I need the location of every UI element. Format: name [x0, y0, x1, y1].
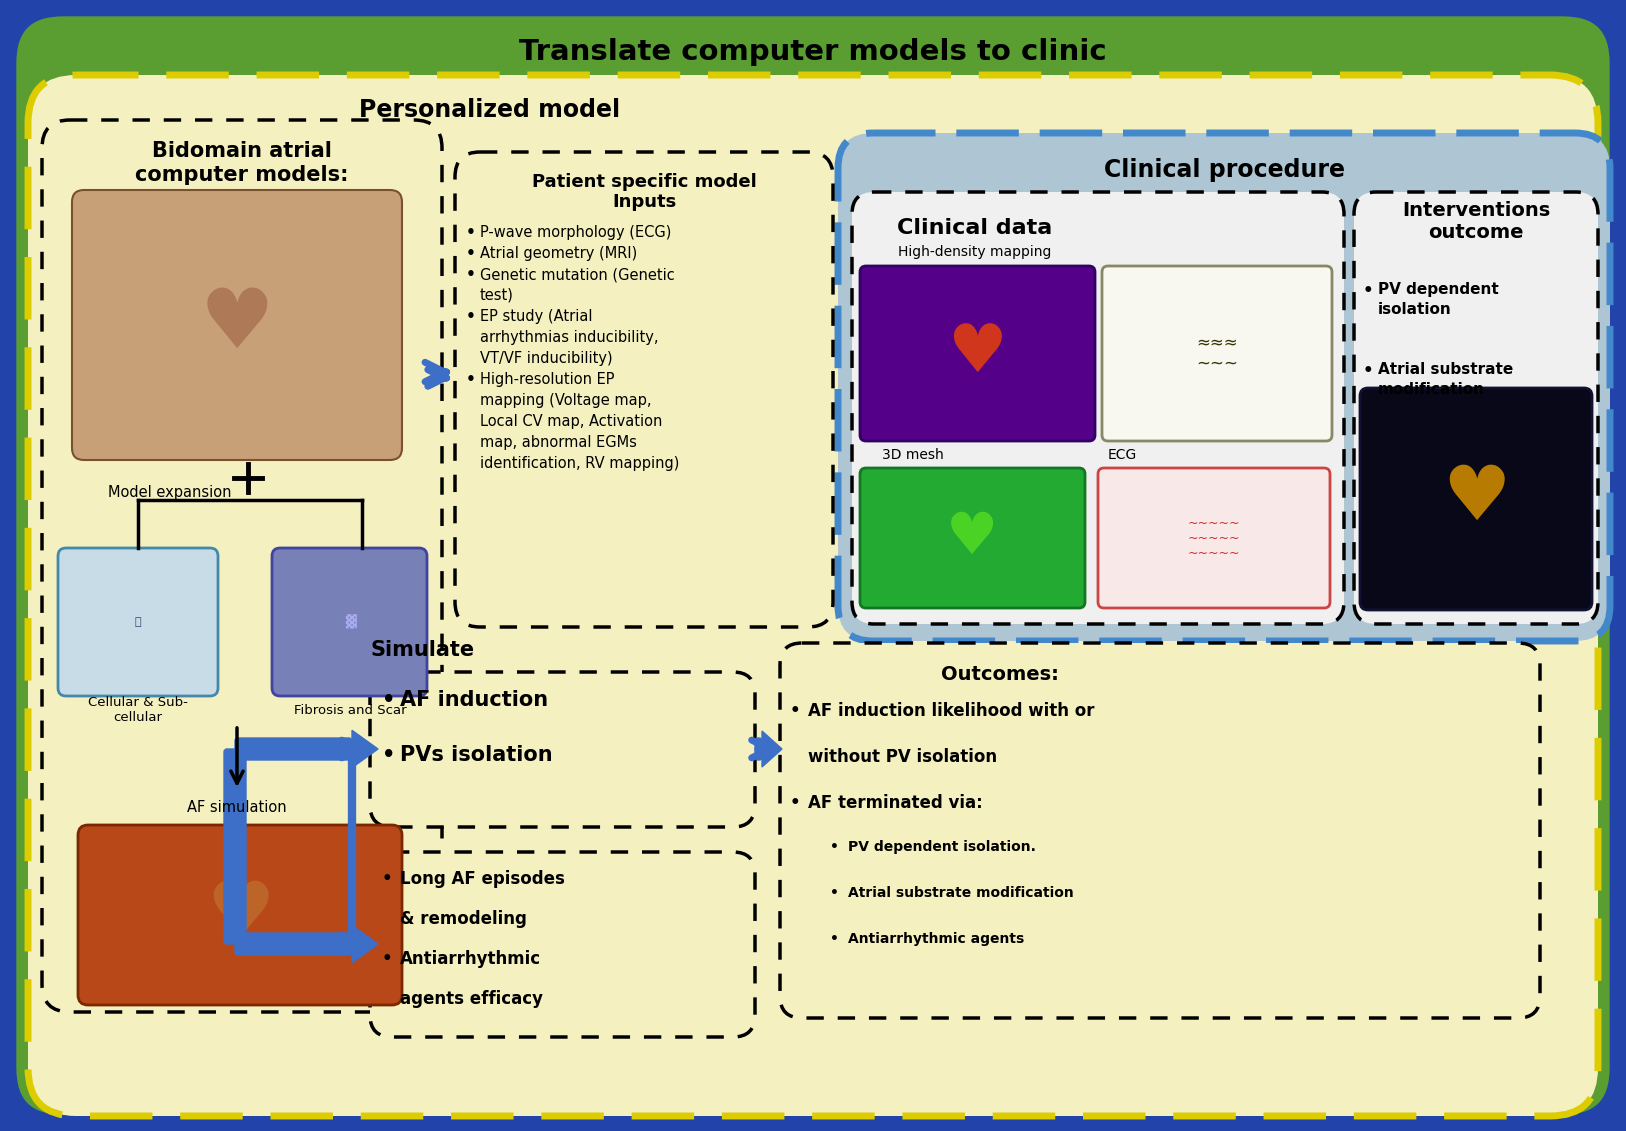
FancyBboxPatch shape	[28, 75, 1598, 1116]
Text: •: •	[467, 225, 476, 240]
FancyBboxPatch shape	[1098, 468, 1330, 608]
Text: Interventions
outcome: Interventions outcome	[1402, 201, 1550, 242]
Text: High-density mapping: High-density mapping	[898, 245, 1052, 259]
Text: •: •	[829, 840, 839, 854]
Text: PV dependent
isolation: PV dependent isolation	[1377, 282, 1499, 317]
FancyBboxPatch shape	[455, 152, 833, 627]
FancyBboxPatch shape	[754, 739, 763, 760]
Text: Atrial substrate
modification: Atrial substrate modification	[1377, 362, 1514, 397]
FancyBboxPatch shape	[1354, 192, 1598, 624]
Text: arrhythmias inducibility,: arrhythmias inducibility,	[480, 330, 659, 345]
Text: ♥: ♥	[946, 509, 998, 567]
Polygon shape	[763, 731, 782, 767]
Text: Long AF episodes: Long AF episodes	[400, 870, 564, 888]
Text: ♥: ♥	[946, 320, 1006, 386]
Text: Personalized model: Personalized model	[359, 98, 621, 122]
FancyBboxPatch shape	[780, 644, 1540, 1018]
Text: Antiarrhythmic agents: Antiarrhythmic agents	[849, 932, 1024, 946]
Text: Patient specific model
Inputs: Patient specific model Inputs	[532, 173, 756, 211]
FancyBboxPatch shape	[236, 739, 351, 760]
Text: •: •	[382, 950, 392, 968]
FancyBboxPatch shape	[837, 133, 1610, 641]
FancyBboxPatch shape	[1359, 388, 1592, 610]
Text: PVs isolation: PVs isolation	[400, 745, 553, 765]
Text: Local CV map, Activation: Local CV map, Activation	[480, 414, 662, 429]
FancyBboxPatch shape	[8, 8, 1618, 1123]
Text: Atrial geometry (MRI): Atrial geometry (MRI)	[480, 247, 637, 261]
FancyBboxPatch shape	[236, 933, 351, 955]
Text: PV dependent isolation.: PV dependent isolation.	[849, 840, 1036, 854]
Text: •: •	[467, 247, 476, 261]
Text: Fibrosis and Scar: Fibrosis and Scar	[294, 703, 406, 717]
Text: ♥: ♥	[207, 878, 275, 952]
Text: AF induction likelihood with or: AF induction likelihood with or	[808, 702, 1094, 720]
FancyBboxPatch shape	[42, 120, 442, 1012]
FancyBboxPatch shape	[59, 549, 218, 696]
Polygon shape	[351, 731, 377, 768]
Text: AF induction: AF induction	[400, 690, 548, 710]
Text: •: •	[1363, 282, 1374, 300]
Text: ECG: ECG	[1107, 448, 1137, 461]
FancyBboxPatch shape	[224, 749, 246, 944]
Text: ⬜: ⬜	[135, 618, 141, 627]
Text: •: •	[467, 267, 476, 282]
Text: without PV isolation: without PV isolation	[808, 748, 997, 766]
Text: •: •	[790, 702, 800, 720]
Text: identification, RV mapping): identification, RV mapping)	[480, 456, 680, 470]
FancyBboxPatch shape	[860, 266, 1094, 441]
FancyBboxPatch shape	[860, 468, 1085, 608]
Text: •: •	[467, 309, 476, 323]
FancyBboxPatch shape	[852, 192, 1345, 624]
Text: VT/VF inducibility): VT/VF inducibility)	[480, 351, 613, 366]
Text: AF simulation: AF simulation	[187, 801, 286, 815]
Text: Clinical data: Clinical data	[898, 218, 1052, 238]
Text: ≈≈≈
~~~: ≈≈≈ ~~~	[1197, 334, 1237, 372]
Text: •: •	[790, 794, 800, 812]
FancyBboxPatch shape	[371, 852, 754, 1037]
Text: Simulate: Simulate	[371, 640, 475, 661]
Text: mapping (Voltage map,: mapping (Voltage map,	[480, 392, 652, 408]
Text: ▓: ▓	[345, 615, 356, 629]
Polygon shape	[351, 925, 377, 962]
FancyBboxPatch shape	[1102, 266, 1332, 441]
Text: Antiarrhythmic: Antiarrhythmic	[400, 950, 541, 968]
Text: Cellular & Sub-
cellular: Cellular & Sub- cellular	[88, 696, 189, 724]
Text: •: •	[829, 932, 839, 946]
Text: map, abnormal EGMs: map, abnormal EGMs	[480, 435, 637, 450]
Text: Translate computer models to clinic: Translate computer models to clinic	[519, 38, 1107, 66]
FancyBboxPatch shape	[72, 190, 402, 460]
FancyBboxPatch shape	[272, 549, 428, 696]
Text: ♥: ♥	[1442, 461, 1511, 536]
Text: Model expansion: Model expansion	[107, 484, 231, 500]
Text: EP study (Atrial: EP study (Atrial	[480, 309, 592, 323]
Text: ~~~~~
~~~~~
~~~~~: ~~~~~ ~~~~~ ~~~~~	[1187, 517, 1241, 560]
Text: High-resolution EP: High-resolution EP	[480, 372, 615, 387]
Text: agents efficacy: agents efficacy	[400, 990, 543, 1008]
Text: Clinical procedure: Clinical procedure	[1104, 158, 1345, 182]
Text: P-wave morphology (ECG): P-wave morphology (ECG)	[480, 225, 672, 240]
Text: & remodeling: & remodeling	[400, 910, 527, 929]
Text: Atrial substrate modification: Atrial substrate modification	[849, 886, 1073, 900]
Text: ♥: ♥	[200, 285, 275, 365]
Text: Bidomain atrial
computer models:: Bidomain atrial computer models:	[135, 141, 348, 184]
Text: •: •	[1363, 362, 1374, 380]
Text: •: •	[382, 745, 395, 765]
Text: 3D mesh: 3D mesh	[881, 448, 943, 461]
Text: •: •	[467, 372, 476, 387]
Text: •: •	[382, 870, 392, 888]
Text: •: •	[382, 690, 395, 710]
Text: test): test)	[480, 288, 514, 303]
Text: Genetic mutation (Genetic: Genetic mutation (Genetic	[480, 267, 675, 282]
Text: AF terminated via:: AF terminated via:	[808, 794, 982, 812]
FancyBboxPatch shape	[78, 824, 402, 1005]
Text: •: •	[829, 886, 839, 900]
Text: Outcomes:: Outcomes:	[941, 665, 1059, 684]
FancyBboxPatch shape	[371, 672, 754, 827]
